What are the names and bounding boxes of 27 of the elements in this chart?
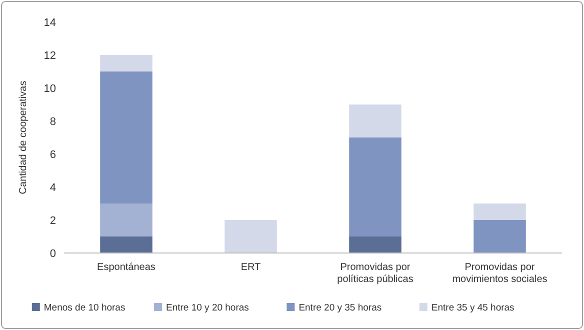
y-tick-label: 0 (50, 248, 56, 260)
bar (349, 138, 402, 236)
y-tick-label: 12 (44, 50, 56, 62)
x-tick-label: Promovidas por políticas públicas (337, 262, 414, 285)
y-tick-label: 4 (50, 182, 56, 194)
bar (349, 236, 402, 253)
legend-label: Entre 35 y 45 horas (431, 302, 515, 314)
y-axis-title: Cantidad de cooperativas (18, 80, 29, 194)
x-tick-label: ERT (240, 262, 261, 273)
bar (100, 72, 152, 204)
legend-label: Entre 10 y 20 horas (166, 302, 250, 314)
bar (100, 55, 152, 72)
bar (349, 104, 402, 138)
y-tick-label: 14 (44, 16, 56, 29)
bar (100, 204, 152, 236)
legend-label: Entre 20 y 35 horas (298, 302, 382, 314)
x-tick-label: Espontáneas (97, 262, 156, 273)
y-tick-label: 8 (50, 116, 56, 128)
bar (224, 220, 277, 253)
x-tick-label: Promovidas por movimientos sociales (452, 262, 548, 285)
y-tick-label: 6 (50, 148, 56, 161)
bar (474, 204, 526, 220)
y-tick-label: 2 (50, 214, 56, 227)
legend-label: Menos de 10 horas (44, 302, 126, 314)
y-tick-label: 10 (44, 82, 56, 95)
bar (474, 220, 526, 253)
bar (100, 236, 152, 253)
